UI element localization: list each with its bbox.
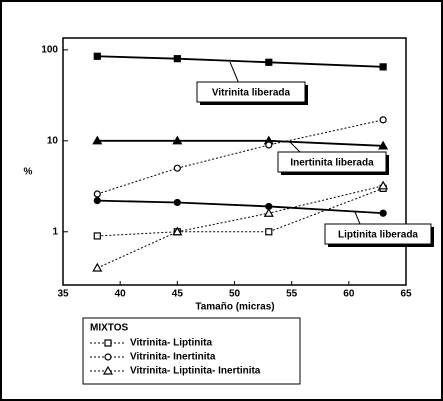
legend-label: Vitrinita- Liptinita- Inertinita	[130, 366, 261, 377]
legend-title: MIXTOS	[90, 323, 128, 334]
callout-box	[324, 223, 432, 245]
marker	[93, 190, 101, 198]
y-tick-label: 10	[47, 135, 59, 146]
x-tick-label: 35	[57, 289, 69, 300]
marker	[93, 52, 101, 60]
x-axis-label: Tamaño (micras)	[195, 302, 274, 313]
series-line	[97, 139, 384, 147]
marker	[379, 209, 387, 217]
y-tick-label: 1	[52, 226, 58, 237]
marker	[92, 135, 103, 145]
x-tick-label: 55	[286, 289, 298, 300]
marker	[93, 232, 101, 240]
x-tick-label: 65	[400, 289, 412, 300]
marker	[173, 164, 181, 172]
callout-label: Inertinita liberada	[290, 158, 374, 169]
legend-label: Vitrinita- Liptinita	[130, 338, 212, 349]
legend-marker	[104, 353, 112, 361]
legend-marker	[102, 365, 114, 375]
marker	[265, 228, 273, 236]
marker	[379, 63, 387, 71]
marker	[92, 262, 103, 272]
marker	[93, 197, 101, 205]
callout-label: Vitrinita liberada	[212, 88, 291, 99]
marker	[263, 208, 274, 217]
series-line	[97, 119, 384, 195]
legend-marker	[104, 339, 112, 347]
marker	[378, 180, 389, 190]
x-tick-label: 45	[172, 289, 184, 300]
x-tick-label: 60	[343, 289, 355, 300]
marker	[172, 226, 183, 236]
marker	[265, 58, 273, 66]
callout-label: Liptinita liberada	[338, 230, 418, 241]
leader-line	[354, 211, 361, 225]
marker	[378, 140, 389, 150]
marker	[379, 116, 387, 124]
marker	[173, 55, 181, 63]
y-axis-label: %	[24, 167, 33, 178]
callout-box	[196, 81, 306, 103]
y-tick-label: 100	[41, 44, 58, 55]
legend-label: Vitrinita- Inertinita	[130, 352, 216, 363]
marker	[173, 198, 181, 207]
callout-box	[277, 151, 387, 173]
series-line	[97, 187, 384, 237]
series-line	[97, 55, 384, 68]
x-tick-label: 40	[115, 289, 127, 300]
marker	[172, 135, 183, 145]
x-tick-label: 50	[229, 289, 241, 300]
marker	[265, 141, 273, 149]
legend-box	[82, 317, 301, 385]
leader-line	[289, 141, 301, 153]
